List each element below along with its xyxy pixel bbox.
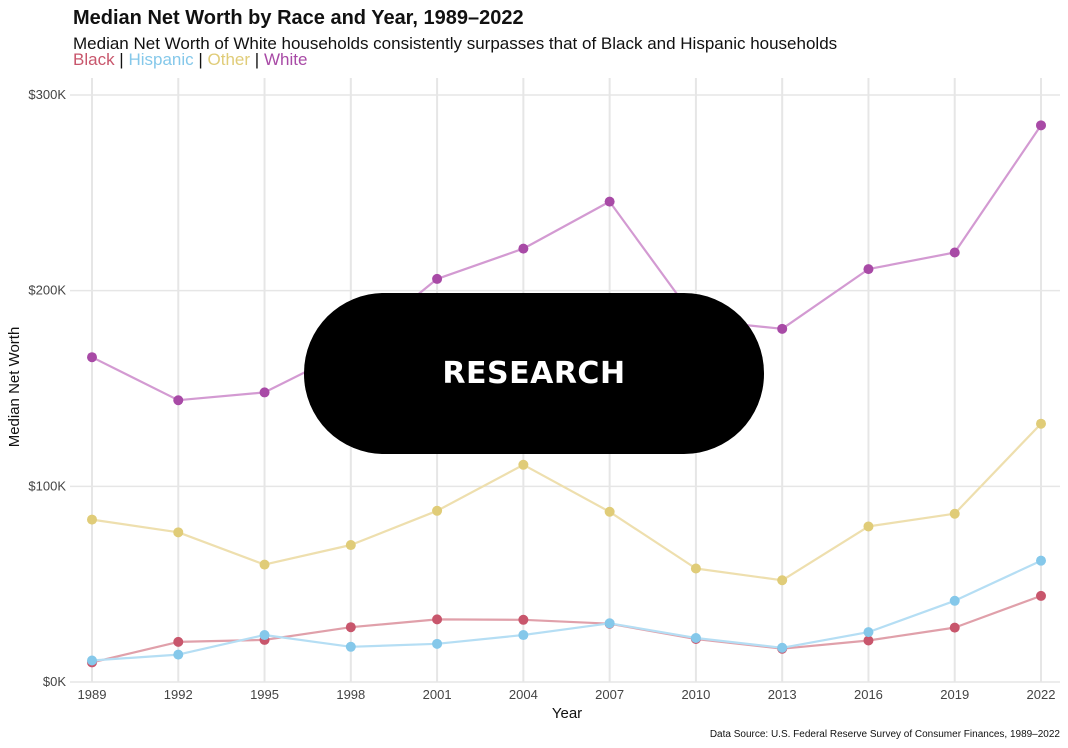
- y-tick-label: $200K: [28, 283, 66, 298]
- x-tick-label: 2010: [681, 687, 710, 702]
- x-tick-label: 2004: [509, 687, 538, 702]
- data-point-other: [87, 514, 97, 525]
- x-tick-label: 1995: [250, 687, 279, 702]
- data-point-hispanic: [690, 632, 701, 643]
- data-point-hispanic: [345, 641, 356, 652]
- chart-title: Median Net Worth by Race and Year, 1989–…: [73, 7, 524, 29]
- data-point-hispanic: [1036, 555, 1046, 566]
- data-point-black: [1036, 590, 1046, 601]
- data-point-other: [345, 540, 356, 551]
- x-tick-label: 2022: [1027, 687, 1056, 702]
- data-point-other: [432, 505, 443, 516]
- y-axis-ticks: $0K $100K $200K $300K: [28, 87, 66, 689]
- y-tick-label: $100K: [28, 478, 66, 493]
- data-point-other: [863, 521, 874, 532]
- series-line-white: [91, 124, 1042, 402]
- data-point-black: [173, 636, 184, 647]
- data-point-other: [518, 459, 529, 470]
- x-axis-ticks: 1989 1992 1995 1998 2001 2004 2007 2010 2013 2016…: [78, 687, 1056, 702]
- data-point-hispanic: [173, 649, 184, 660]
- data-point-white: [1036, 120, 1046, 131]
- data-point-white: [949, 247, 960, 258]
- data-source-caption: Data Source: U.S. Federal Reserve Survey…: [710, 729, 1061, 740]
- y-tick-label: $300K: [28, 87, 66, 102]
- x-tick-label: 1989: [78, 687, 107, 702]
- series-line-other: [91, 422, 1042, 582]
- legend-separator: |: [250, 50, 264, 69]
- x-tick-label: 2007: [595, 687, 624, 702]
- x-tick-label: 2016: [854, 687, 883, 702]
- data-point-hispanic: [604, 618, 615, 629]
- chart-subtitle: Median Net Worth of White households con…: [73, 34, 837, 53]
- legend-item-white: White: [264, 50, 307, 69]
- legend-item-other: Other: [208, 50, 251, 69]
- data-point-white: [777, 323, 788, 334]
- series-line-black: [91, 594, 1042, 664]
- data-point-white: [863, 264, 874, 275]
- data-point-other: [259, 559, 270, 570]
- research-badge-label: RESEARCH: [442, 356, 626, 391]
- series-layer: [87, 120, 1046, 668]
- series-white: [87, 120, 1046, 406]
- legend-item-black: Black: [73, 50, 115, 69]
- data-point-black: [949, 622, 960, 633]
- data-point-other: [777, 575, 788, 586]
- data-point-white: [87, 352, 97, 363]
- data-point-hispanic: [777, 642, 788, 653]
- data-point-hispanic: [87, 655, 97, 666]
- data-point-hispanic: [949, 595, 960, 606]
- data-point-other: [949, 508, 960, 519]
- x-axis-label: Year: [552, 705, 582, 722]
- research-badge: RESEARCH: [304, 293, 764, 454]
- series-hispanic: [87, 555, 1046, 666]
- data-point-white: [173, 395, 184, 406]
- data-point-white: [432, 273, 443, 284]
- data-point-white: [259, 387, 270, 398]
- series-other: [87, 418, 1046, 586]
- data-point-hispanic: [863, 627, 874, 638]
- data-point-black: [863, 635, 874, 646]
- data-point-hispanic: [259, 630, 270, 641]
- data-point-hispanic: [432, 638, 443, 649]
- x-tick-label: 2013: [768, 687, 797, 702]
- data-point-white: [604, 196, 615, 207]
- legend-separator: |: [115, 50, 129, 69]
- data-point-black: [432, 614, 443, 625]
- x-tick-label: 2001: [423, 687, 452, 702]
- data-point-black: [518, 614, 529, 625]
- legend-separator: |: [194, 50, 208, 69]
- data-point-other: [173, 527, 184, 538]
- data-point-other: [690, 563, 701, 574]
- legend: Black | Hispanic | Other | White: [73, 50, 307, 69]
- data-point-other: [1036, 418, 1046, 429]
- y-tick-label: $0K: [43, 674, 66, 689]
- data-point-white: [518, 243, 529, 254]
- data-point-hispanic: [518, 630, 529, 641]
- data-point-other: [604, 506, 615, 517]
- x-tick-label: 2019: [940, 687, 969, 702]
- y-axis-label: Median Net Worth: [6, 327, 23, 448]
- x-tick-label: 1992: [164, 687, 193, 702]
- legend-item-hispanic: Hispanic: [128, 50, 194, 69]
- series-line-hispanic: [91, 559, 1042, 662]
- data-point-black: [345, 622, 356, 633]
- x-tick-label: 1998: [336, 687, 365, 702]
